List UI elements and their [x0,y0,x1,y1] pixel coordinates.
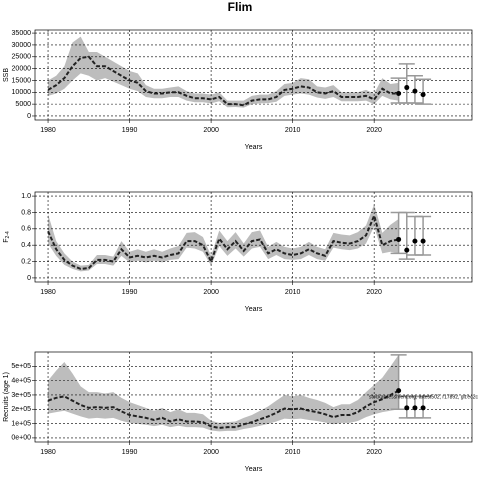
x-tick-label: 1980 [40,127,56,134]
forecast-point [420,238,426,244]
y-axis-label-main: SSB [3,68,10,82]
forecast-point [396,388,402,394]
x-tick-label: 1980 [40,449,56,456]
y-tick-label: 20000 [12,65,32,72]
forecast-point [412,88,418,94]
y-tick-label: 1e+05 [11,420,31,427]
confidence-band [48,354,399,432]
y-tick-label: 0.6 [21,226,31,233]
x-tick-label: 2010 [285,449,301,456]
x-tick-label: 2010 [285,289,301,296]
confidence-band [48,36,399,108]
x-tick-label: 2000 [203,127,219,134]
x-tick-label: 2020 [366,289,382,296]
y-tick-label: 30000 [12,42,32,49]
forecast-point [404,405,410,411]
plot-frame [34,351,473,443]
y-tick-label: 35000 [12,30,32,37]
x-tick-label: 2010 [285,127,301,134]
x-tick-label: 1990 [122,127,138,134]
y-axis-label-subscript: 2-4 [5,231,11,238]
plot-frame [34,29,473,121]
y-tick-label: 10000 [12,89,32,96]
y-axis-label-main: Recruits (age 1) [3,372,10,422]
x-tick-label: 2000 [203,289,219,296]
forecast-point [404,85,410,91]
y-tick-label: 0 [27,275,31,282]
y-tick-label: 0e+00 [11,435,31,442]
y-axis-label-main: F [3,238,10,242]
forecast-point [404,247,410,253]
y-axis-label: SSB [3,68,10,82]
forecast-point [396,90,402,96]
y-tick-label: 5e+05 [11,363,31,370]
chart-title: Flim [228,0,253,14]
y-tick-label: 1.0 [21,193,31,200]
y-tick-label: 3e+05 [11,392,31,399]
y-tick-label: 2e+05 [11,406,31,413]
x-axis-label: Years [245,144,263,151]
estimate-line [47,212,399,270]
forecast-point [412,238,418,244]
y-axis-label: Recruits (age 1) [3,372,10,422]
forecast-point [420,405,426,411]
x-axis-label: Years [245,466,263,473]
confidence-band [48,204,399,272]
estimate-line [47,55,399,107]
x-axis-label: Years [245,306,263,313]
x-tick-label: 2020 [366,127,382,134]
x-tick-label: 1980 [40,289,56,296]
y-tick-label: 0 [27,113,31,120]
forecast-point [396,236,402,242]
x-tick-label: 1990 [122,289,138,296]
x-tick-label: 1990 [122,449,138,456]
y-tick-label: 0.2 [21,258,31,265]
y-tick-label: 25000 [12,54,32,61]
annotation: stockassessment.org, artest502, r17892, … [369,394,478,400]
y-tick-label: 0.4 [21,242,31,249]
y-tick-label: 4e+05 [11,377,31,384]
y-tick-label: 15000 [12,77,32,84]
forecast-point [420,92,426,98]
plot-frame [34,191,473,283]
forecast-point [412,405,418,411]
y-tick-label: 5000 [15,101,31,108]
x-tick-label: 2020 [366,449,382,456]
estimate-line [47,389,400,429]
y-axis-label: F2-4 [3,231,11,243]
y-tick-label: 0.8 [21,209,31,216]
x-tick-label: 2000 [203,449,219,456]
